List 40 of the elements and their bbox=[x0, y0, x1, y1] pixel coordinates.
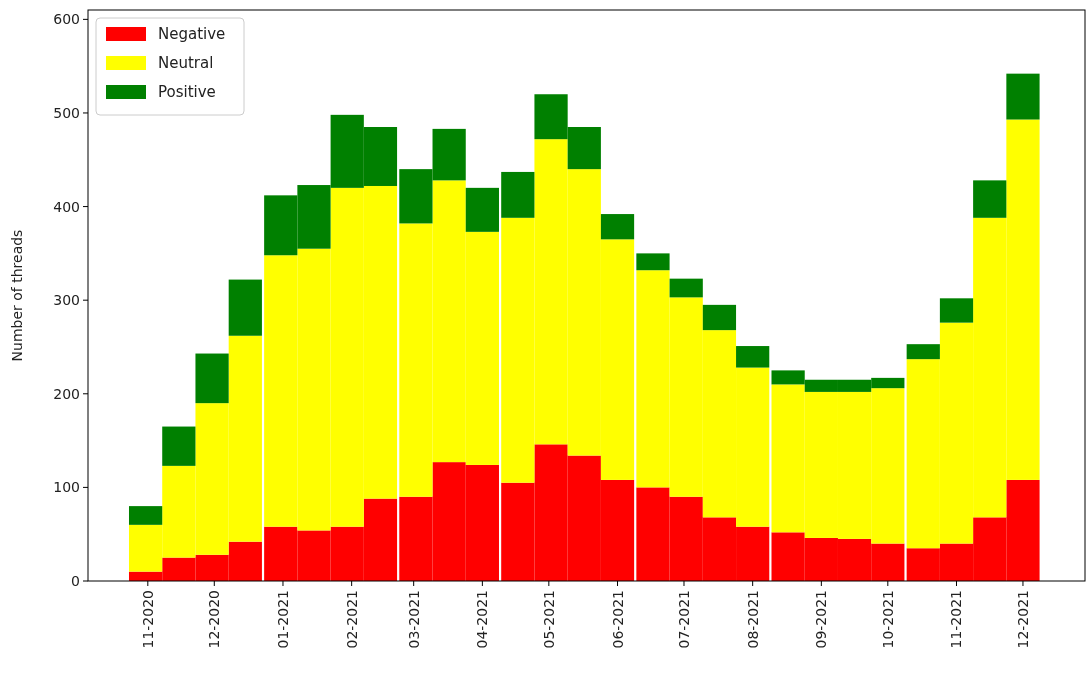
x-tick-label: 11-2021 bbox=[948, 590, 965, 649]
bar bbox=[465, 187, 499, 232]
x-tick-label: 09-2021 bbox=[813, 590, 830, 649]
bar bbox=[1006, 73, 1040, 120]
x-tick-label: 08-2021 bbox=[744, 590, 761, 649]
bar bbox=[736, 346, 770, 368]
y-tick-label: 400 bbox=[53, 198, 80, 215]
y-tick-label: 500 bbox=[53, 104, 80, 121]
x-tick-label: 01-2021 bbox=[274, 590, 291, 649]
legend-label: Positive bbox=[158, 83, 216, 101]
x-tick-label: 04-2021 bbox=[474, 590, 491, 649]
bar bbox=[669, 278, 703, 298]
bar bbox=[702, 304, 737, 331]
x-tick-label: 05-2021 bbox=[540, 590, 557, 649]
x-tick-label: 02-2021 bbox=[343, 590, 360, 649]
bar bbox=[228, 279, 262, 336]
y-tick-label: 200 bbox=[53, 385, 80, 402]
bar bbox=[128, 506, 163, 525]
y-tick-label: 0 bbox=[71, 573, 80, 589]
bar bbox=[636, 253, 670, 271]
x-tick-label: 07-2021 bbox=[675, 590, 692, 649]
bar bbox=[162, 426, 196, 466]
y-tick-label: 600 bbox=[53, 11, 80, 28]
bar bbox=[195, 353, 229, 404]
legend-label: Neutral bbox=[158, 54, 214, 72]
y-tick-label: 100 bbox=[53, 479, 80, 496]
bar bbox=[600, 214, 635, 240]
y-tick-label: 300 bbox=[53, 292, 80, 309]
bar bbox=[906, 344, 940, 360]
bar bbox=[501, 171, 535, 218]
x-tick-label: 10-2021 bbox=[879, 590, 896, 649]
legend-label: Negative bbox=[158, 25, 226, 43]
bar bbox=[939, 298, 974, 323]
x-tick-label: 06-2021 bbox=[609, 590, 626, 649]
bar bbox=[973, 180, 1007, 218]
y-axis-title: Number of threads bbox=[9, 229, 25, 362]
x-tick-label: 12-2020 bbox=[206, 590, 223, 649]
x-tick-label: 03-2021 bbox=[405, 590, 422, 649]
x-tick-label: 11-2020 bbox=[139, 590, 156, 649]
x-tick-label: 12-2021 bbox=[1014, 590, 1031, 649]
